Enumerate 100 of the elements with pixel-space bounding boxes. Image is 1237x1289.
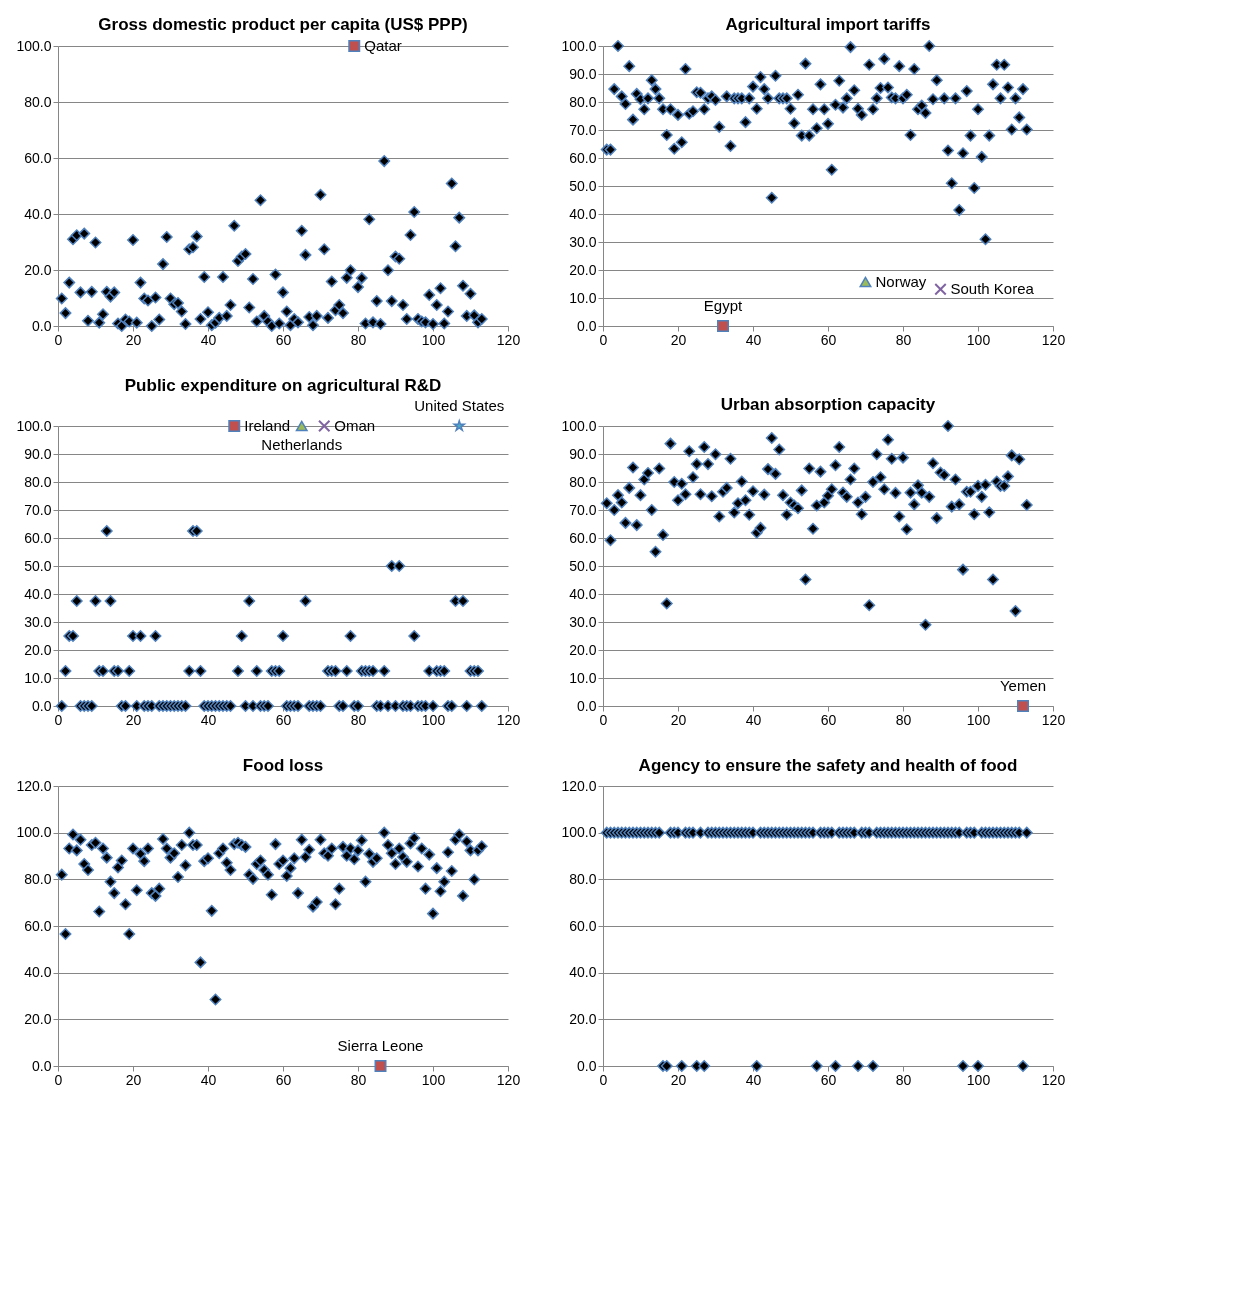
y-tick-label: 60.0 [24, 149, 52, 166]
y-tick-label: 100.0 [561, 417, 597, 434]
y-tick-label: 60.0 [24, 529, 52, 546]
x-tick-label: 60 [275, 331, 292, 348]
x-tick-label: 60 [820, 1071, 837, 1088]
y-tick-label: 100.0 [16, 417, 52, 434]
y-tick-label: 30.0 [569, 613, 597, 630]
x-tick-label: 80 [895, 1071, 912, 1088]
x-tick-label: 120 [496, 711, 521, 728]
x-tick-label: 0 [54, 331, 63, 348]
chart-title: Agency to ensure the safety and health of food [638, 756, 1018, 775]
series-label: Egypt [703, 297, 744, 314]
y-tick-label: 50.0 [569, 177, 597, 194]
series-label: Yemen [999, 677, 1047, 694]
x-tick-label: 60 [275, 711, 292, 728]
y-tick-label: 50.0 [569, 557, 597, 574]
x-tick-label: 20 [125, 331, 142, 348]
x-tick-label: 20 [670, 1071, 687, 1088]
y-tick-label: 0.0 [577, 317, 597, 334]
chart-title: Gross domestic product per capita (US$ PPP) [98, 14, 468, 34]
x-tick-label: 80 [895, 331, 912, 348]
x-tick-label: 0 [599, 711, 608, 728]
x-tick-label: 20 [125, 711, 142, 728]
y-tick-label: 20.0 [24, 641, 52, 658]
y-tick-label: 90.0 [569, 445, 597, 462]
x-tick-label: 0 [54, 711, 63, 728]
y-tick-label: 40.0 [24, 205, 52, 222]
y-tick-label: 80.0 [569, 473, 597, 490]
y-tick-label: 60.0 [569, 529, 597, 546]
x-tick-label: 100 [421, 711, 446, 728]
y-tick-label: 80.0 [24, 93, 52, 110]
x-tick-label: 40 [200, 1071, 217, 1088]
x-tick-label: 80 [350, 1071, 367, 1088]
y-tick-label: 10.0 [569, 669, 597, 686]
chart-title: Urban absorption capacity [720, 394, 936, 414]
x-tick-label: 20 [125, 1071, 142, 1088]
x-tick-label: 20 [670, 711, 687, 728]
y-tick-label: 40.0 [569, 205, 597, 222]
x-tick-label: 40 [200, 331, 217, 348]
y-tick-label: 100.0 [561, 824, 597, 841]
y-tick-label: 60.0 [24, 917, 52, 934]
x-tick-label: 0 [599, 331, 608, 348]
x-tick-label: 60 [820, 711, 837, 728]
y-tick-label: 20.0 [24, 261, 52, 278]
y-tick-label: 120.0 [16, 777, 52, 794]
point [717, 320, 729, 332]
x-tick-label: 0 [599, 1071, 608, 1088]
series-label: Norway [875, 273, 927, 291]
point [859, 276, 872, 288]
x-tick-label: 80 [350, 331, 367, 348]
y-tick-label: 20.0 [24, 1010, 52, 1027]
x-tick-label: 120 [1041, 711, 1066, 728]
y-tick-label: 0.0 [32, 317, 52, 334]
x-tick-label: 120 [1041, 1071, 1066, 1088]
y-tick-label: 70.0 [569, 121, 597, 138]
x-tick-label: 100 [421, 331, 446, 348]
y-tick-label: 30.0 [24, 613, 52, 630]
y-tick-label: 80.0 [569, 93, 597, 110]
x-tick-label: 100 [421, 1071, 446, 1088]
chart-title: Agricultural import tariffs [725, 14, 931, 34]
x-tick-label: 100 [966, 1071, 991, 1088]
x-tick-label: 40 [200, 711, 217, 728]
y-tick-label: 40.0 [24, 964, 52, 981]
y-tick-label: 100.0 [561, 37, 597, 54]
x-tick-label: 120 [496, 331, 521, 348]
x-tick-label: 100 [966, 331, 991, 348]
y-tick-label: 20.0 [569, 1010, 597, 1027]
x-tick-label: 80 [350, 711, 367, 728]
y-tick-label: 100.0 [16, 824, 52, 841]
series-label: South Korea [950, 280, 1035, 298]
x-tick-label: 80 [895, 711, 912, 728]
x-tick-label: 0 [54, 1071, 63, 1088]
y-tick-label: 10.0 [24, 669, 52, 686]
y-tick-label: 40.0 [569, 585, 597, 602]
y-tick-label: 90.0 [569, 65, 597, 82]
y-tick-label: 120.0 [561, 777, 597, 794]
y-tick-label: 0.0 [32, 1057, 52, 1074]
x-tick-label: 40 [745, 331, 762, 348]
y-tick-label: 20.0 [569, 641, 597, 658]
y-tick-label: 60.0 [569, 917, 597, 934]
series-label: Netherlands [261, 436, 343, 453]
point [934, 283, 947, 296]
x-tick-label: 40 [745, 1071, 762, 1088]
x-tick-label: 100 [966, 711, 991, 728]
y-tick-label: 70.0 [569, 501, 597, 518]
series-label: United States [414, 397, 505, 414]
y-tick-label: 10.0 [569, 289, 597, 306]
chart-title: Public expenditure on agricultural R&D [124, 376, 442, 395]
x-tick-label: 120 [1041, 331, 1066, 348]
series-label: Oman [334, 417, 376, 434]
x-tick-label: 60 [275, 1071, 292, 1088]
y-tick-label: 50.0 [24, 557, 52, 574]
y-tick-label: 80.0 [569, 870, 597, 887]
x-tick-label: 20 [670, 331, 687, 348]
y-tick-label: 30.0 [569, 233, 597, 250]
x-tick-label: 40 [745, 711, 762, 728]
series-label: Ireland [244, 417, 291, 434]
chart-title: Food loss [242, 756, 324, 775]
y-tick-label: 90.0 [24, 445, 52, 462]
y-tick-label: 70.0 [24, 501, 52, 518]
